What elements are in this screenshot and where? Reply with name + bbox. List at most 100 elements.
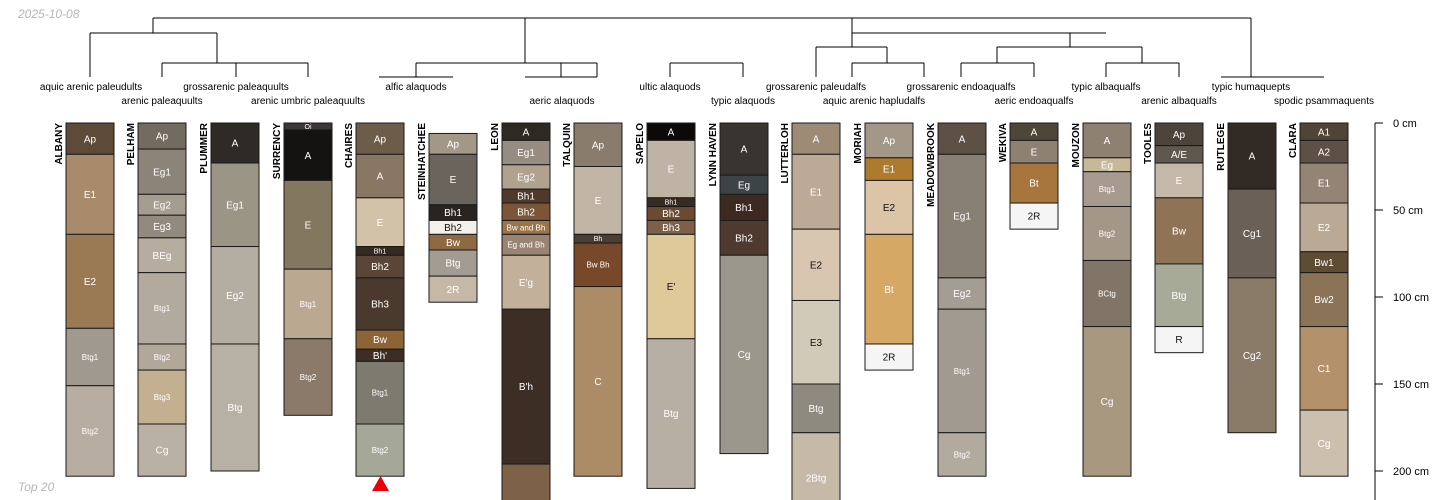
date-stamp: 2025-10-08 [18, 7, 80, 21]
horizon-label: E1 [883, 165, 896, 176]
horizon-block [355, 360, 405, 425]
horizon-label: E3 [810, 338, 823, 349]
soil-profile: Ap Eg1 Eg2 Eg3 BEg Btg1 Btg2 Btg3 Cg PELHAM [126, 122, 187, 477]
horizon-block [573, 122, 623, 167]
horizon-block [791, 153, 841, 230]
horizon-label: A [813, 134, 820, 145]
classification-label: arenic umbric paleaquults [251, 96, 365, 107]
horizon-block [1082, 259, 1132, 328]
classification-label: aquic arenic hapludalfs [823, 96, 925, 107]
horizon-block [1299, 162, 1349, 204]
horizon-block [1227, 188, 1277, 279]
soil-profile: Ap E1 E2 Bt 2R MORIAH [853, 122, 914, 371]
horizon-label: Bw [446, 238, 461, 249]
horizon-block [1299, 409, 1349, 477]
horizon-label: E [668, 165, 675, 176]
horizon-block [864, 233, 914, 345]
horizon-label: E2 [84, 277, 97, 288]
horizon-label: 2R [883, 353, 896, 364]
profile-name: WEKIVA [998, 123, 1009, 162]
horizon-block [937, 122, 987, 155]
horizon-label: E [450, 175, 457, 186]
horizon-block [283, 338, 333, 416]
horizon-block [65, 385, 115, 477]
horizon-label: Cg [738, 350, 751, 361]
horizon-label: Ap [1173, 130, 1186, 141]
horizon-block [573, 286, 623, 477]
horizon-label: Ap [374, 134, 387, 145]
horizon-label: Eg2 [226, 291, 244, 302]
horizon-label: Eg3 [153, 222, 171, 233]
horizon-label: E [595, 196, 602, 207]
classification-label: typic humaquepts [1212, 82, 1290, 93]
profile-name: RUTLEGE [1216, 123, 1227, 171]
classification-labels: aquic arenic paleudults arenic paleaquult… [40, 82, 1374, 107]
horizon-block [864, 343, 914, 371]
horizon-label: Eg1 [517, 148, 535, 159]
horizon-label: Oi [305, 124, 312, 131]
classification-label: aquic arenic paleudults [40, 82, 142, 93]
horizon-label: 2R [447, 285, 460, 296]
horizon-label: Ap [592, 140, 605, 151]
horizon-label: Bw [1172, 226, 1187, 237]
horizon-block [791, 228, 841, 301]
soil-profile: A E1 E2 E3 Btg 2Btg LUTTERLOH [780, 122, 841, 500]
horizon-label: A [1031, 127, 1038, 138]
horizon-label: Bh2 [517, 207, 535, 218]
horizon-block [210, 122, 260, 164]
axis-tick-label: 0 cm [1393, 118, 1417, 130]
soil-profile: A Eg1 Eg2 Btg1 Btg2 MEADOWBROOK [926, 122, 987, 477]
soil-profile: A Eg1 Eg2 Btg PLUMMER [199, 122, 260, 472]
classification-label: aeric alaquods [529, 96, 594, 107]
horizon-block [573, 242, 623, 288]
horizon-block [137, 122, 187, 150]
horizon-label: Btg1 [82, 353, 99, 362]
horizon-label: Bh' [373, 351, 387, 362]
horizon-label: Bw2 [1314, 295, 1334, 306]
axis-tick-label: 150 cm [1393, 379, 1429, 391]
horizon-block [283, 129, 333, 181]
horizon-label: Btg2 [372, 446, 389, 455]
horizon-label: Bh [594, 236, 603, 243]
horizon-label: C1 [1318, 364, 1331, 375]
horizon-block [501, 164, 551, 190]
horizon-label: Bw [373, 335, 388, 346]
horizon-label: BEg [153, 251, 172, 262]
horizon-label: Eg1 [153, 167, 171, 178]
horizon-label: Cg2 [1243, 351, 1262, 362]
soil-profile: A E Bh1 Bh2 Bh3 E' Btg SAPELO [635, 122, 696, 489]
horizon-label: E1 [1318, 179, 1331, 190]
horizon-label: 2Btg [806, 474, 827, 485]
horizon-block [137, 343, 187, 371]
horizon-label: Ap [84, 134, 97, 145]
horizon-block [1154, 326, 1204, 354]
horizon-label: Ap [447, 139, 460, 150]
horizon-label: Bh1 [665, 200, 678, 207]
horizon-block [428, 153, 478, 206]
horizon-label: E2 [1318, 223, 1331, 234]
horizon-label: Bt [1029, 179, 1039, 190]
profile-name: ALBANY [54, 123, 65, 165]
profile-name: MOUZON [1071, 123, 1082, 167]
horizon-block [210, 246, 260, 345]
horizon-label: Bh1 [374, 248, 387, 255]
horizon-label: E2 [810, 260, 823, 271]
horizon-label: Bh2 [662, 209, 680, 220]
horizon-label: E1 [84, 190, 97, 201]
horizon-block [937, 153, 987, 279]
horizon-label: E [377, 218, 384, 229]
horizon-block [501, 254, 551, 310]
horizon-label: A [377, 172, 384, 183]
horizon-block [646, 338, 696, 489]
horizon-label: Cg [156, 446, 169, 457]
horizon-block [501, 308, 551, 465]
horizon-block [864, 122, 914, 159]
horizon-block [1082, 122, 1132, 159]
horizon-block [719, 254, 769, 455]
horizon-label: Bh1 [735, 203, 753, 214]
horizon-block [1154, 197, 1204, 265]
horizon-label: E [1176, 176, 1183, 187]
profile-name: LYNN HAVEN [708, 123, 719, 186]
horizon-block [1009, 202, 1059, 230]
classification-label: grossarenic endoaqualfs [907, 82, 1016, 93]
